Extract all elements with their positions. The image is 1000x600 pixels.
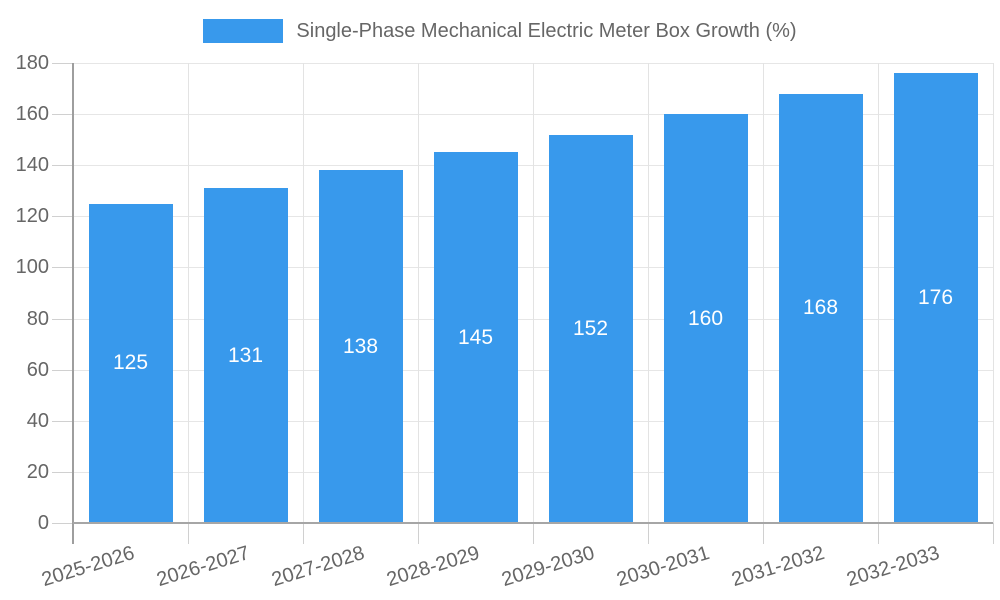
y-axis-tick — [52, 267, 73, 269]
x-axis-tick — [303, 523, 304, 544]
y-axis-tick-label: 0 — [37, 512, 49, 534]
gridline-vertical — [533, 63, 534, 523]
y-axis-tick-label: 180 — [15, 52, 49, 74]
gridline-vertical — [418, 63, 419, 523]
gridline-vertical — [188, 63, 189, 523]
gridline-vertical — [993, 63, 994, 523]
x-axis-label: 2027-2028 — [269, 542, 367, 592]
x-axis-label: 2026-2027 — [154, 542, 252, 592]
y-axis-tick-label: 100 — [15, 256, 49, 279]
y-axis-tick — [52, 471, 73, 473]
x-axis-tick — [878, 523, 879, 544]
x-axis-label: 2025-2026 — [39, 542, 137, 592]
bar-2029-2030[interactable] — [548, 134, 633, 523]
x-axis-tick — [533, 523, 534, 544]
y-axis-tick — [52, 216, 73, 218]
x-axis-tick — [993, 523, 994, 544]
x-axis-label: 2031-2032 — [729, 542, 827, 592]
y-axis-tick — [52, 114, 73, 116]
gridline-vertical — [763, 63, 764, 523]
gridline-vertical — [878, 63, 879, 523]
bar-value-label: 176 — [917, 286, 954, 310]
y-axis-tick-label: 120 — [15, 205, 49, 228]
x-axis-tick — [188, 523, 189, 544]
y-axis-tick-label: 40 — [26, 409, 49, 432]
y-axis-tick — [52, 63, 73, 64]
y-axis-tick-label: 60 — [26, 358, 49, 381]
y-axis-tick — [52, 369, 73, 371]
bar-value-label: 152 — [572, 316, 609, 340]
bar-2028-2029[interactable] — [433, 152, 518, 523]
gridline-vertical — [303, 63, 304, 523]
bar-2031-2032[interactable] — [778, 93, 863, 523]
y-axis-tick-label: 160 — [15, 103, 49, 126]
legend-label: Single-Phase Mechanical Electric Meter B… — [296, 20, 797, 42]
bar-value-label: 131 — [227, 343, 264, 367]
bar-value-label: 168 — [802, 296, 839, 320]
y-axis-tick-label: 20 — [26, 460, 49, 483]
bar-value-label: 125 — [112, 351, 149, 375]
y-axis-tick — [52, 523, 73, 524]
y-axis-tick — [52, 318, 73, 320]
y-axis-line — [72, 63, 74, 544]
bar-value-label: 160 — [687, 306, 724, 330]
gridline-vertical — [648, 63, 649, 523]
legend-swatch — [203, 19, 284, 43]
bar-2026-2027[interactable] — [203, 188, 288, 523]
x-axis-tick — [763, 523, 764, 544]
x-axis-tick — [418, 523, 419, 544]
y-axis-tick — [52, 165, 73, 167]
x-axis-label: 2028-2029 — [384, 542, 482, 592]
x-axis-line — [73, 522, 993, 524]
y-axis-tick-label: 80 — [26, 307, 49, 330]
x-axis-label: 2032-2033 — [844, 542, 942, 592]
bar-2027-2028[interactable] — [318, 170, 403, 523]
bar-value-label: 145 — [457, 325, 494, 349]
bar-2030-2031[interactable] — [663, 114, 748, 523]
bar-value-label: 138 — [342, 334, 379, 358]
y-axis-tick — [52, 420, 73, 422]
bar-2032-2033[interactable] — [893, 73, 978, 523]
x-axis-label: 2030-2031 — [614, 542, 712, 592]
x-axis-tick — [648, 523, 649, 544]
legend[interactable]: Single-Phase Mechanical Electric Meter B… — [0, 19, 1000, 43]
x-axis-label: 2029-2030 — [499, 542, 597, 592]
bar-2025-2026[interactable] — [88, 203, 173, 523]
y-axis-tick-label: 140 — [15, 154, 49, 177]
